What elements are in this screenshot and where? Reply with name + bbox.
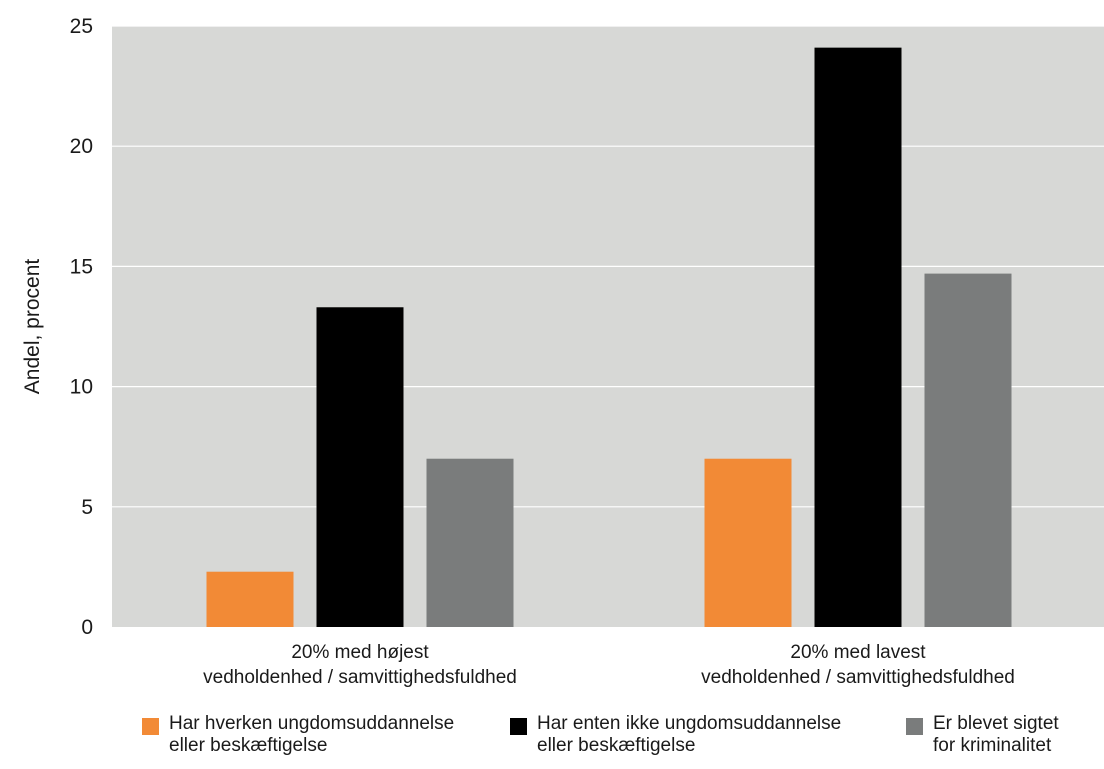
y-tick-label: 20 (70, 135, 93, 158)
legend-label-line2: eller beskæftigelse (537, 735, 696, 756)
x-category-label-line2: vedholdenhed / samvittighedsfuldhed (203, 667, 517, 688)
legend-label-line1: Er blevet sigtet (933, 713, 1059, 734)
legend-item-no-education-or-employment: Har enten ikke ungdomsuddannelse eller b… (510, 713, 841, 757)
y-tick-label: 25 (70, 15, 93, 38)
y-tick-label: 5 (81, 496, 93, 519)
legend-item-charged-with-crime: Er blevet sigtet for kriminalitet (906, 713, 1059, 757)
bar-series-2-category-1 (924, 273, 1012, 627)
bar-series-1-category-0 (316, 307, 404, 627)
y-tick-label: 15 (70, 255, 93, 278)
y-tick-label: 0 (81, 616, 93, 639)
bar-series-2-category-0 (426, 458, 514, 627)
legend-label: Har hverken ungdomsuddannelse eller besk… (169, 713, 454, 757)
x-category-label-line1: 20% med lavest (790, 642, 926, 663)
bar-chart: 0 5 10 15 20 25 20% med højest vedholdenhed / … (21, 15, 1104, 688)
legend-label: Er blevet sigtet for kriminalitet (933, 713, 1059, 757)
legend-label-line1: Har enten ikke ungdomsuddannelse (537, 713, 842, 734)
legend-label-line2: eller beskæftigelse (169, 735, 328, 756)
y-tick-label: 10 (70, 376, 93, 399)
legend-swatch-gray (906, 718, 923, 735)
x-category-label-line1: 20% med højest (291, 642, 429, 663)
legend-label-line2: for kriminalitet (933, 735, 1052, 756)
x-axis-categories: 20% med højest vedholdenhed / samvittighe… (203, 642, 1015, 688)
bar-series-0-category-1 (704, 458, 792, 627)
legend-swatch-orange (142, 718, 159, 735)
bar-series-1-category-1 (814, 47, 902, 628)
bars (206, 47, 1012, 628)
legend: Har hverken ungdomsuddannelse eller besk… (0, 713, 1104, 769)
y-axis-ticks: 0 5 10 15 20 25 (70, 15, 93, 639)
legend-label-line1: Har hverken ungdomsuddannelse (169, 713, 455, 734)
bar-series-0-category-0 (206, 571, 294, 627)
legend-label: Har enten ikke ungdomsuddannelse eller b… (537, 713, 841, 757)
y-axis-label: Andel, procent (21, 259, 44, 395)
x-category-label-line2: vedholdenhed / samvittighedsfuldhed (701, 667, 1015, 688)
legend-swatch-black (510, 718, 527, 735)
legend-item-no-education-nor-employment: Har hverken ungdomsuddannelse eller besk… (142, 713, 454, 757)
